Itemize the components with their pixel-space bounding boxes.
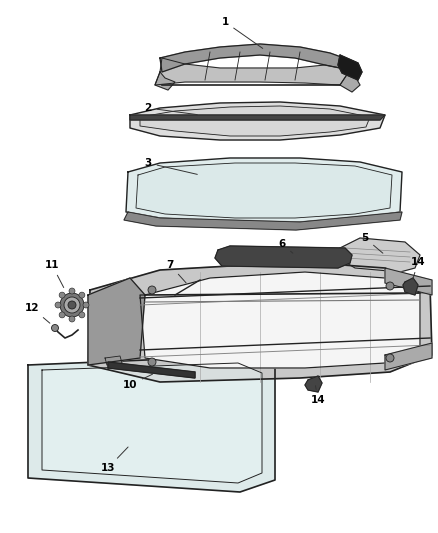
Circle shape xyxy=(69,288,75,294)
Text: 1: 1 xyxy=(221,17,263,49)
Text: 3: 3 xyxy=(145,158,197,174)
Polygon shape xyxy=(42,363,262,483)
Circle shape xyxy=(60,293,84,317)
Polygon shape xyxy=(124,212,402,230)
Polygon shape xyxy=(105,356,122,365)
Circle shape xyxy=(59,292,65,298)
Text: 14: 14 xyxy=(311,386,325,405)
Polygon shape xyxy=(88,278,145,365)
Polygon shape xyxy=(385,343,432,370)
Circle shape xyxy=(79,292,85,298)
Polygon shape xyxy=(403,278,418,295)
Circle shape xyxy=(69,316,75,322)
Text: 2: 2 xyxy=(145,103,197,115)
Circle shape xyxy=(148,286,156,294)
Polygon shape xyxy=(108,362,195,378)
Polygon shape xyxy=(130,102,385,140)
Circle shape xyxy=(83,302,89,308)
Polygon shape xyxy=(126,158,402,222)
Polygon shape xyxy=(28,356,275,492)
Circle shape xyxy=(68,301,76,309)
Text: 12: 12 xyxy=(25,303,50,323)
Text: 5: 5 xyxy=(361,233,383,253)
Polygon shape xyxy=(215,246,352,268)
Text: 11: 11 xyxy=(45,260,64,287)
Polygon shape xyxy=(338,55,362,80)
Text: 6: 6 xyxy=(279,239,293,253)
Text: 14: 14 xyxy=(411,257,425,279)
Polygon shape xyxy=(88,262,432,382)
Circle shape xyxy=(64,297,80,313)
Polygon shape xyxy=(338,238,420,272)
Text: 10: 10 xyxy=(123,374,152,390)
Polygon shape xyxy=(155,72,175,90)
Polygon shape xyxy=(140,272,420,368)
Polygon shape xyxy=(385,268,432,295)
Polygon shape xyxy=(305,376,322,392)
Circle shape xyxy=(148,358,156,366)
Circle shape xyxy=(59,312,65,318)
Text: 7: 7 xyxy=(166,260,186,283)
Polygon shape xyxy=(155,58,350,85)
Polygon shape xyxy=(130,115,385,120)
Circle shape xyxy=(52,325,59,332)
Polygon shape xyxy=(136,163,392,218)
Circle shape xyxy=(386,354,394,362)
Circle shape xyxy=(55,302,61,308)
Text: 13: 13 xyxy=(101,447,128,473)
Circle shape xyxy=(79,312,85,318)
Polygon shape xyxy=(140,106,370,136)
Polygon shape xyxy=(160,44,355,72)
Polygon shape xyxy=(340,70,360,92)
Circle shape xyxy=(386,282,394,290)
